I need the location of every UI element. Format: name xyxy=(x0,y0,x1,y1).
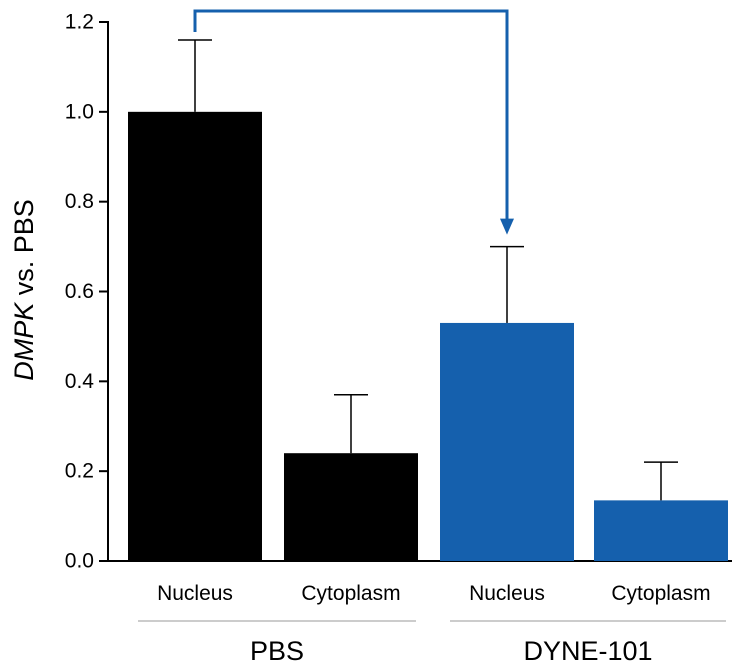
comparison-bracket xyxy=(193,9,509,221)
y-tick-label-2: 0.4 xyxy=(65,370,95,393)
y-tick-label-3: 0.6 xyxy=(65,280,94,303)
y-axis-label: DMPK vs. PBS xyxy=(9,199,39,381)
y-tick-label-5: 1.0 xyxy=(65,100,94,123)
group-label-1: DYNE-101 xyxy=(523,636,652,666)
bar-pbs-nucleus xyxy=(128,111,262,561)
y-tick-label-0: 0.0 xyxy=(65,550,94,573)
y-tick-label-1: 0.2 xyxy=(65,460,94,483)
y-tick-label-6: 1.2 xyxy=(65,11,94,34)
group-label-0: PBS xyxy=(250,636,304,666)
y-axis-label-rest: vs. PBS xyxy=(9,199,39,303)
category-label-1: Cytoplasm xyxy=(301,582,400,605)
bar-pbs-cytoplasm xyxy=(284,453,418,561)
y-axis-label-italic: DMPK xyxy=(9,302,39,381)
chart-content: 0.0 0.2 0.4 0.6 0.8 1.0 1.2 Nucleus Cytoplasm PBS… xyxy=(65,9,732,666)
category-label-2: Nucleus xyxy=(469,582,545,605)
bar-dyne-101-cytoplasm xyxy=(594,500,728,561)
bar-dyne-101-nucleus xyxy=(440,322,574,561)
arrow-head-icon xyxy=(500,218,514,235)
y-tick-label-4: 0.8 xyxy=(65,190,94,213)
category-label-0: Nucleus xyxy=(157,582,233,605)
category-label-3: Cytoplasm xyxy=(611,582,710,605)
